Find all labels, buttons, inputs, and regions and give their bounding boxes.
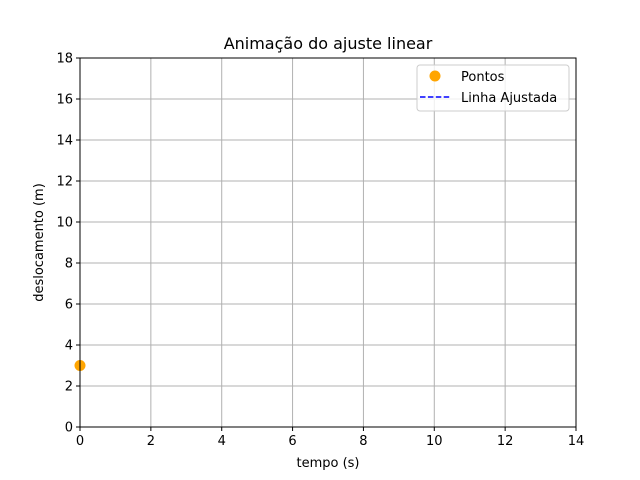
- legend-label-fit: Linha Ajustada: [461, 91, 557, 106]
- y-tick-label: 14: [56, 134, 73, 149]
- x-tick-label: 6: [288, 434, 296, 449]
- y-tick-label: 10: [56, 216, 73, 231]
- y-tick-label: 16: [56, 93, 73, 108]
- y-tick-label: 8: [65, 257, 73, 272]
- y-tick-label: 18: [56, 52, 73, 67]
- x-axis-label: tempo (s): [296, 456, 359, 471]
- legend-label-points: Pontos: [461, 70, 505, 85]
- x-tick-label: 12: [497, 434, 514, 449]
- y-axis-label: deslocamento (m): [32, 183, 47, 302]
- x-tick-label: 0: [76, 434, 84, 449]
- legend-marker-points: [429, 70, 441, 82]
- y-tick-label: 12: [56, 175, 73, 190]
- x-tick-label: 14: [568, 434, 585, 449]
- y-tick-label: 6: [65, 298, 73, 313]
- y-tick-label: 2: [65, 380, 73, 395]
- x-tick-label: 10: [426, 434, 443, 449]
- y-tick-label: 0: [65, 421, 73, 436]
- plot-frame: [79, 57, 577, 428]
- x-tick-label: 2: [147, 434, 155, 449]
- legend: Pontos Linha Ajustada: [416, 64, 570, 112]
- y-axis-ticks: 0 2 4 6 8 10 12 14 16 18: [56, 52, 80, 436]
- legend-box: [416, 64, 570, 112]
- y-tick-label: 4: [65, 339, 73, 354]
- x-axis-ticks: 0 2 4 6 8 10 12 14: [76, 427, 584, 449]
- chart-title: Animação do ajuste linear: [224, 34, 433, 53]
- x-tick-label: 4: [218, 434, 226, 449]
- x-tick-label: 8: [359, 434, 367, 449]
